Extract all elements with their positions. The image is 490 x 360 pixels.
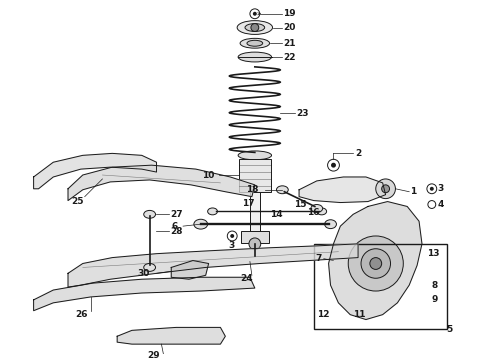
FancyArrowPatch shape bbox=[258, 13, 260, 15]
Ellipse shape bbox=[245, 24, 265, 31]
Text: 24: 24 bbox=[240, 274, 253, 283]
Text: 28: 28 bbox=[171, 226, 183, 235]
Text: 11: 11 bbox=[353, 310, 366, 319]
Text: 1: 1 bbox=[410, 187, 416, 196]
Polygon shape bbox=[329, 202, 422, 320]
Circle shape bbox=[230, 234, 234, 238]
Ellipse shape bbox=[247, 40, 263, 46]
Polygon shape bbox=[299, 177, 386, 203]
Polygon shape bbox=[34, 153, 156, 189]
Text: 3: 3 bbox=[438, 184, 444, 193]
Text: 23: 23 bbox=[296, 109, 309, 118]
Ellipse shape bbox=[238, 151, 271, 160]
Ellipse shape bbox=[240, 39, 270, 48]
Text: 17: 17 bbox=[242, 199, 255, 208]
Text: 21: 21 bbox=[283, 39, 296, 48]
Bar bbox=[241, 231, 269, 243]
Text: 12: 12 bbox=[317, 310, 329, 319]
Text: 10: 10 bbox=[202, 171, 214, 180]
Polygon shape bbox=[34, 277, 255, 311]
Text: 20: 20 bbox=[283, 23, 296, 32]
Circle shape bbox=[361, 249, 391, 278]
Circle shape bbox=[382, 185, 390, 193]
Ellipse shape bbox=[194, 219, 208, 229]
Circle shape bbox=[331, 163, 336, 168]
Ellipse shape bbox=[144, 264, 155, 271]
Text: 7: 7 bbox=[316, 254, 322, 263]
Polygon shape bbox=[68, 244, 358, 287]
Circle shape bbox=[376, 179, 395, 199]
Text: 16: 16 bbox=[307, 208, 319, 217]
Polygon shape bbox=[172, 261, 209, 279]
Text: 19: 19 bbox=[283, 9, 296, 18]
Ellipse shape bbox=[325, 220, 337, 229]
Text: 3: 3 bbox=[228, 241, 235, 250]
Polygon shape bbox=[117, 327, 225, 344]
Ellipse shape bbox=[208, 208, 218, 215]
Ellipse shape bbox=[144, 210, 155, 218]
Text: 13: 13 bbox=[427, 249, 440, 258]
Circle shape bbox=[430, 187, 434, 191]
Circle shape bbox=[348, 236, 403, 291]
Circle shape bbox=[253, 12, 257, 16]
Ellipse shape bbox=[237, 21, 272, 35]
Text: 6: 6 bbox=[172, 222, 177, 231]
Text: 8: 8 bbox=[432, 281, 438, 290]
Ellipse shape bbox=[238, 52, 271, 62]
Bar bbox=[314, 244, 446, 329]
Text: 22: 22 bbox=[283, 53, 296, 62]
Ellipse shape bbox=[317, 208, 327, 215]
Text: 4: 4 bbox=[438, 200, 444, 209]
Text: 30: 30 bbox=[138, 269, 150, 278]
Circle shape bbox=[249, 238, 261, 250]
Polygon shape bbox=[68, 165, 255, 201]
Text: 9: 9 bbox=[432, 296, 438, 305]
Text: 26: 26 bbox=[75, 310, 87, 319]
Text: 14: 14 bbox=[270, 210, 282, 219]
Bar bbox=[250, 192, 260, 231]
Ellipse shape bbox=[311, 204, 323, 212]
Ellipse shape bbox=[276, 186, 288, 194]
Text: 5: 5 bbox=[446, 325, 453, 334]
Text: 15: 15 bbox=[294, 200, 307, 209]
Text: 18: 18 bbox=[246, 185, 259, 194]
Text: 25: 25 bbox=[71, 197, 83, 206]
Circle shape bbox=[251, 24, 259, 31]
Circle shape bbox=[370, 258, 382, 269]
Text: 27: 27 bbox=[171, 210, 183, 219]
Text: 2: 2 bbox=[355, 149, 361, 158]
Text: 29: 29 bbox=[147, 351, 160, 360]
Bar bbox=[239, 159, 270, 192]
